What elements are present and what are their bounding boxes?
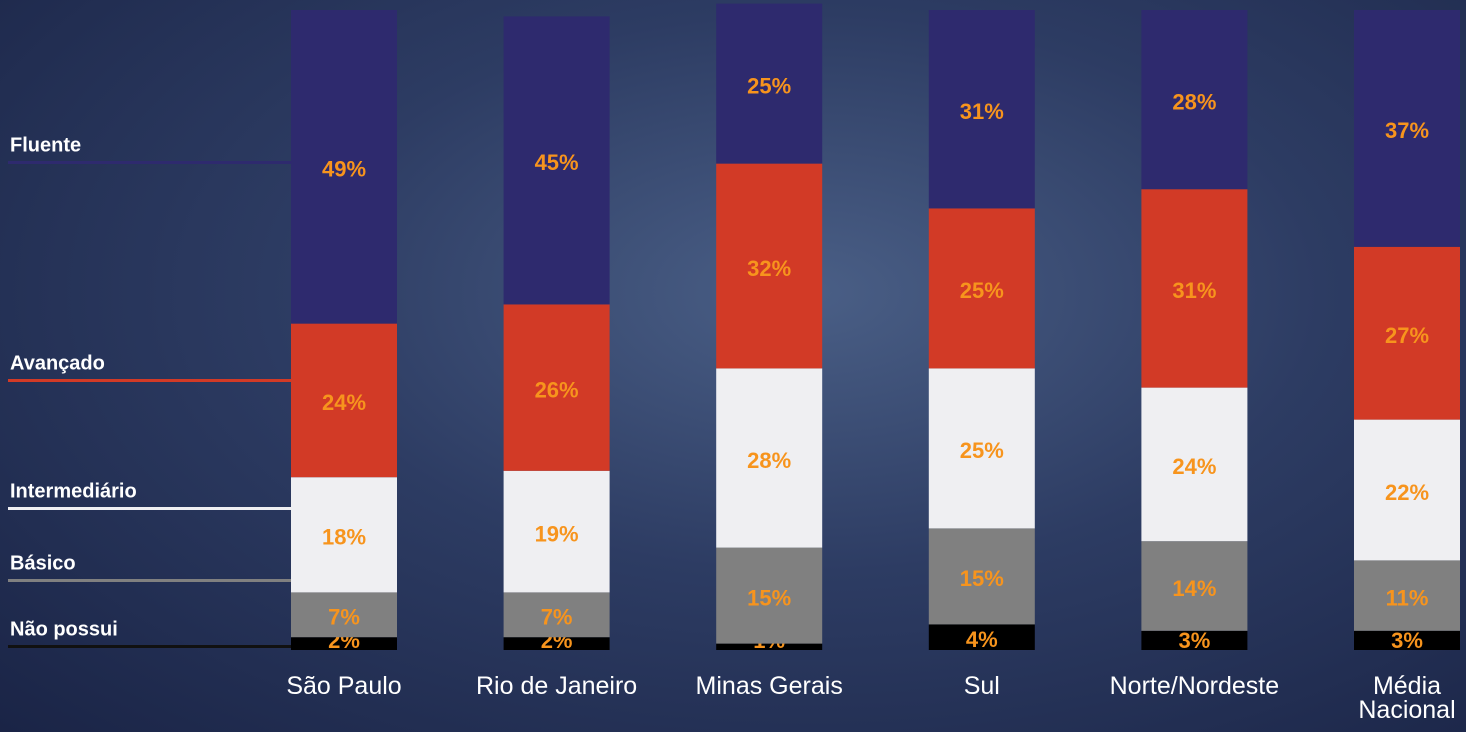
legend-label: Básico xyxy=(10,552,76,574)
value-label: 31% xyxy=(1172,278,1216,303)
bar-segment xyxy=(1354,630,1460,650)
bar-segment xyxy=(291,637,397,650)
bar-segment xyxy=(716,3,823,164)
bar-segment xyxy=(716,547,823,644)
bar-segment xyxy=(1141,541,1248,631)
value-label: 26% xyxy=(535,377,579,402)
legend-line xyxy=(8,507,291,510)
legend-label: Não possui xyxy=(10,618,118,640)
value-label: 28% xyxy=(747,448,791,473)
value-label: 3% xyxy=(1179,628,1211,653)
value-label: 7% xyxy=(328,605,360,630)
value-label: 25% xyxy=(747,73,791,98)
bar-segment xyxy=(503,470,610,593)
value-label: 22% xyxy=(1385,480,1429,505)
bar-segment xyxy=(1141,10,1248,190)
bar-segment xyxy=(928,10,1035,209)
bar-segment xyxy=(503,637,610,650)
legend-line xyxy=(8,379,291,382)
value-label: 37% xyxy=(1385,118,1429,143)
category-label: Minas Gerais xyxy=(695,672,843,700)
category-label: Norte/Nordeste xyxy=(1109,672,1280,700)
bar-segment xyxy=(1141,630,1248,650)
bar-segment xyxy=(928,208,1035,369)
bar-segment xyxy=(928,528,1035,625)
legend-line xyxy=(8,579,291,582)
bar-segment xyxy=(1354,246,1460,420)
bar-segment xyxy=(1354,560,1460,631)
category-label: Média Nacional xyxy=(1358,672,1456,724)
bar-segment xyxy=(928,368,1035,529)
legend-label: Fluente xyxy=(10,134,81,156)
bar-segment xyxy=(1141,189,1248,388)
bar-segment xyxy=(291,10,397,324)
category-label: Sul xyxy=(963,672,1000,700)
value-label: 49% xyxy=(322,157,366,182)
value-label: 25% xyxy=(960,278,1004,303)
legend-label: Avançado xyxy=(10,352,105,374)
value-label: 25% xyxy=(960,438,1004,463)
value-label: 45% xyxy=(535,150,579,175)
value-label: 31% xyxy=(960,99,1004,124)
value-label: 15% xyxy=(747,585,791,610)
bar-segment xyxy=(503,304,610,471)
value-label: 15% xyxy=(960,566,1004,591)
category-label: Rio de Janeiro xyxy=(475,672,638,700)
value-label: 32% xyxy=(747,256,791,281)
bar-segment xyxy=(716,368,823,548)
bar-segment xyxy=(291,323,397,478)
bar-segment xyxy=(716,643,823,650)
bar-segment xyxy=(1354,10,1460,247)
legend-line xyxy=(8,645,291,648)
value-label: 28% xyxy=(1172,89,1216,114)
bar-segment xyxy=(503,16,610,305)
bar-segment xyxy=(928,624,1035,650)
value-label: 18% xyxy=(322,525,366,550)
value-label: 19% xyxy=(535,521,579,546)
value-label: 24% xyxy=(1172,454,1216,479)
bar-segment xyxy=(291,592,397,638)
value-label: 27% xyxy=(1385,323,1429,348)
bar-segment xyxy=(1141,387,1248,542)
bar-segment xyxy=(503,592,610,638)
value-label: 4% xyxy=(966,627,998,652)
category-label: São Paulo xyxy=(286,672,402,700)
value-label: 14% xyxy=(1172,576,1216,601)
value-label: 7% xyxy=(541,605,573,630)
value-label: 11% xyxy=(1386,585,1429,610)
legend-label: Intermediário xyxy=(10,480,137,502)
bar-segment xyxy=(291,477,397,593)
value-label: 3% xyxy=(1391,628,1423,653)
bar-segment xyxy=(1354,419,1460,561)
value-label: 24% xyxy=(322,390,366,415)
legend-line xyxy=(8,161,291,164)
bar-segment xyxy=(716,163,823,369)
